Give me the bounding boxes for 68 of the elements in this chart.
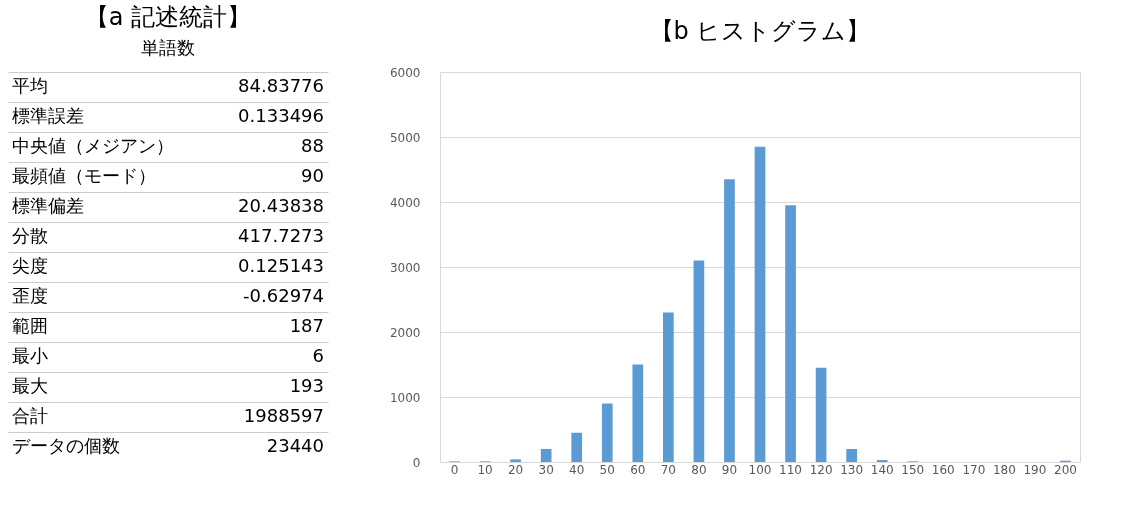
- y-tick-label: 3000: [389, 260, 421, 275]
- y-tick-label: 5000: [389, 130, 421, 145]
- bar: [510, 459, 521, 462]
- category-label: 尖度: [12, 255, 48, 276]
- text: 6: [312, 345, 324, 366]
- text: 88: [301, 135, 324, 156]
- category-label: 最頻値（モード）: [12, 165, 156, 186]
- x-tick-label: 170: [962, 462, 986, 477]
- x-tick-label: 0: [450, 462, 459, 477]
- bar: [785, 205, 796, 462]
- text: 90: [301, 165, 324, 186]
- x-tick-label: 110: [779, 462, 802, 477]
- text: -0.62974: [243, 285, 324, 306]
- x-tick-label: 100: [748, 462, 772, 477]
- category-label: 歪度: [12, 285, 48, 306]
- x-tick-label: 160: [931, 462, 955, 477]
- x-tick-label: 140: [870, 462, 894, 477]
- y-tick-label: 6000: [389, 65, 421, 80]
- x-tick-label: 180: [992, 462, 1016, 477]
- bar: [601, 403, 613, 462]
- x-tick-label: 80: [691, 462, 707, 477]
- x-tick-label: 10: [477, 462, 493, 477]
- x-tick-label: 120: [809, 462, 833, 477]
- chart-title: 【b ヒストグラム】: [649, 17, 871, 45]
- text: 187: [289, 315, 324, 336]
- x-tick-label: 90: [721, 462, 738, 477]
- y-tick-label: 4000: [389, 195, 421, 210]
- category-label: 分散: [12, 225, 48, 246]
- bar: [815, 367, 827, 462]
- category-label: 最大: [12, 375, 48, 396]
- category-label: データの個数: [12, 435, 120, 456]
- x-tick-label: 70: [660, 462, 676, 477]
- category-label: 標準誤差: [12, 105, 84, 126]
- text: 84.83776: [238, 75, 324, 96]
- x-tick-label: 40: [569, 462, 585, 477]
- x-tick-label: 130: [840, 462, 864, 477]
- x-tick-label: 200: [1054, 462, 1077, 477]
- text: 0.133496: [238, 105, 324, 126]
- bar: [663, 312, 674, 462]
- x-tick-label: 50: [599, 462, 615, 477]
- text: 1988597: [243, 405, 324, 426]
- x-tick-label: 60: [630, 462, 646, 477]
- x-tick-label: 150: [901, 462, 925, 477]
- text: 【a 記述統計】: [84, 3, 252, 31]
- x-tick-label: 30: [538, 462, 554, 477]
- y-tick-label: 1000: [389, 390, 421, 405]
- text: 417.7273: [238, 225, 324, 246]
- y-tick-label: 2000: [389, 325, 421, 340]
- category-label: 合計: [12, 405, 48, 426]
- bar: [693, 260, 705, 462]
- text: 単語数: [141, 37, 195, 58]
- category-label: 範囲: [12, 315, 48, 336]
- bar: [632, 364, 644, 462]
- bar: [540, 449, 552, 462]
- bar: [724, 179, 735, 462]
- bar: [846, 449, 857, 462]
- text: 193: [289, 375, 324, 396]
- x-tick-label: 20: [507, 462, 524, 477]
- text: 20.43838: [238, 195, 324, 216]
- bar: [571, 432, 583, 462]
- text: 0.125143: [238, 255, 324, 276]
- text: 23440: [266, 435, 324, 456]
- category-label: 標準偏差: [12, 195, 84, 216]
- category-label: 平均: [12, 75, 48, 96]
- x-tick-label: 190: [1023, 462, 1047, 477]
- category-label: 中央値（メジアン）: [12, 135, 174, 156]
- bar: [754, 146, 766, 462]
- category-label: 最小: [12, 345, 48, 366]
